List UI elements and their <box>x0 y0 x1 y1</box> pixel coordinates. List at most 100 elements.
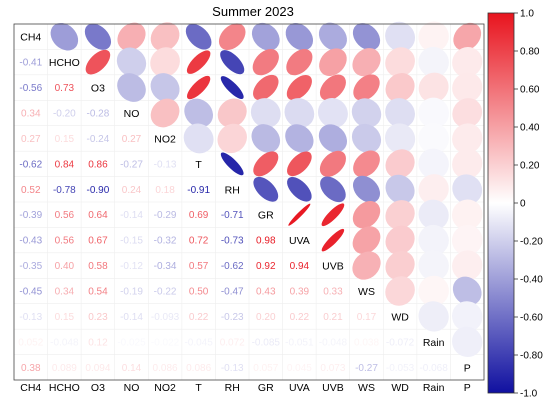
correlation-ellipse <box>321 203 345 227</box>
x-tick-label: HCHO <box>49 382 80 394</box>
correlation-value: 0.50 <box>189 287 209 298</box>
correlation-value: 0.15 <box>55 312 75 323</box>
correlation-ellipse <box>286 49 313 76</box>
correlation-value: -0.34 <box>154 261 177 272</box>
correlation-value: 0.39 <box>290 287 310 298</box>
x-tick-label: CH4 <box>20 382 41 394</box>
correlation-value: -0.23 <box>221 312 244 323</box>
correlation-ellipse <box>451 199 483 230</box>
correlation-ellipse <box>285 23 314 51</box>
correlation-value: -0.71 <box>221 210 244 221</box>
correlation-ellipse <box>287 176 312 202</box>
x-tick-label: NO <box>124 382 140 394</box>
diagonal-label: P <box>464 362 471 374</box>
diagonal-label: NO <box>124 108 140 120</box>
correlation-ellipse <box>253 176 279 202</box>
correlation-ellipse <box>453 22 482 51</box>
correlation-value: 0.073 <box>320 363 345 374</box>
correlation-ellipse <box>220 152 244 176</box>
correlation-value: -0.28 <box>87 109 110 120</box>
x-tick-label: O3 <box>91 382 105 394</box>
correlation-value: -0.56 <box>19 83 42 94</box>
correlation-ellipse <box>353 74 380 101</box>
correlation-ellipse <box>286 74 312 101</box>
correlation-ellipse <box>250 98 281 128</box>
correlation-ellipse <box>418 174 449 205</box>
x-tick-label: UVA <box>289 382 310 394</box>
correlation-ellipse <box>385 174 415 204</box>
correlation-value: -0.085 <box>252 337 281 348</box>
correlation-ellipse <box>452 47 483 78</box>
colorbar-tick-label: 0.60 <box>520 85 540 96</box>
colorbar-tick-label: 0.20 <box>520 161 540 172</box>
correlation-ellipse <box>84 23 112 50</box>
correlation-value: 0.22 <box>290 312 310 323</box>
diagonal-label: GR <box>258 210 274 222</box>
correlation-value: -0.62 <box>221 261 244 272</box>
correlation-ellipse <box>384 123 416 154</box>
correlation-ellipse <box>117 73 146 102</box>
correlation-value: -0.022 <box>151 337 180 348</box>
correlation-ellipse <box>319 150 346 177</box>
diagonal-label: WS <box>358 286 375 298</box>
correlation-ellipse <box>452 98 483 128</box>
correlation-ellipse <box>220 76 244 100</box>
correlation-value: 0.56 <box>55 210 75 221</box>
correlation-value: 0.92 <box>256 261 276 272</box>
correlation-value: -0.13 <box>221 363 244 374</box>
correlation-ellipse <box>284 98 315 128</box>
correlation-value: 0.27 <box>21 134 41 145</box>
correlation-ellipse <box>418 148 449 180</box>
correlation-value: 0.086 <box>186 363 211 374</box>
correlation-value: -0.45 <box>19 287 42 298</box>
correlation-ellipse <box>451 301 483 332</box>
correlation-value: 0.086 <box>153 363 178 374</box>
correlation-value: 0.17 <box>357 312 377 323</box>
correlation-ellipse <box>352 23 381 51</box>
diagonal-label: UVA <box>289 235 310 247</box>
correlation-ellipse <box>285 124 314 153</box>
correlation-ellipse <box>318 124 347 153</box>
x-tick-label: NO2 <box>154 382 176 394</box>
correlation-ellipse <box>452 326 483 358</box>
correlation-ellipse <box>252 49 279 76</box>
correlation-ellipse <box>186 50 211 74</box>
correlation-ellipse <box>418 123 450 154</box>
x-tick-label: P <box>464 382 471 394</box>
correlation-ellipse <box>385 98 415 128</box>
x-tick-label: WS <box>358 382 375 394</box>
colorbar-tick-label: 0 <box>520 199 526 210</box>
correlation-value: -0.14 <box>120 312 143 323</box>
correlation-ellipse <box>452 174 483 205</box>
correlation-ellipse <box>251 22 280 51</box>
correlation-value: 0.69 <box>189 210 209 221</box>
correlation-value: -0.051 <box>285 337 314 348</box>
correlation-ellipse <box>418 97 449 129</box>
correlation-value: 0.18 <box>155 185 175 196</box>
correlation-ellipse <box>418 224 449 256</box>
diagonal-label: CH4 <box>20 32 41 44</box>
matrix-cells: CH4 -0.41 HCHO -0.56 0.73 O3 0.34 -0.20 -0.28 NO 0… <box>14 21 484 380</box>
correlation-value: -0.068 <box>419 363 448 374</box>
correlation-ellipse <box>418 250 449 281</box>
correlation-value: 0.52 <box>21 185 41 196</box>
correlation-value: 0.052 <box>18 337 43 348</box>
correlation-ellipse <box>352 48 381 77</box>
correlation-ellipse <box>452 276 482 306</box>
correlation-value: 0.67 <box>88 236 108 247</box>
correlation-value: 0.094 <box>85 363 110 374</box>
correlation-value: -0.27 <box>120 159 143 170</box>
correlation-value: 0.22 <box>189 312 209 323</box>
correlation-value: 0.057 <box>253 363 278 374</box>
correlation-value: -0.053 <box>386 363 415 374</box>
correlation-ellipse <box>150 47 180 77</box>
correlation-ellipse <box>418 21 449 52</box>
correlation-value: -0.045 <box>184 337 213 348</box>
correlation-value: -0.43 <box>19 236 42 247</box>
correlation-value: -0.025 <box>117 337 146 348</box>
correlation-ellipse <box>353 150 380 178</box>
correlation-value: 0.045 <box>287 363 312 374</box>
correlation-value: -0.19 <box>120 287 143 298</box>
correlation-ellipse <box>451 224 483 256</box>
